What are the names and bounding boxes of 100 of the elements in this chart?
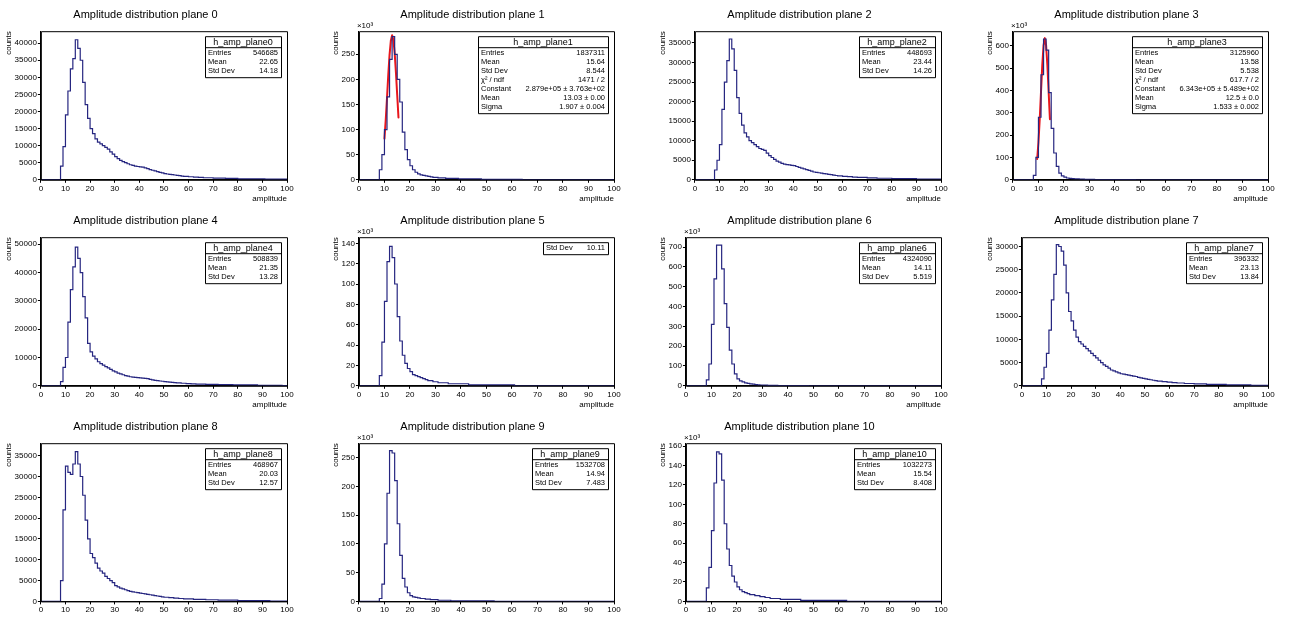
x-tick-label: 40 — [134, 605, 145, 615]
y-tick-label: 35000 — [14, 55, 38, 65]
x-tick-label: 50 — [813, 183, 823, 193]
y-tick-label: 0 — [350, 175, 356, 184]
x-tick-label: 50 — [482, 389, 492, 399]
x-tick-label: 30 — [110, 183, 120, 193]
y-axis-title: counts — [4, 237, 13, 261]
y-tick-label: 300 — [995, 107, 1010, 117]
x-tick-label: 30 — [431, 183, 441, 193]
y-tick-label: 40000 — [14, 38, 38, 48]
chart-title: Amplitude distribution plane 3 — [1054, 7, 1199, 20]
y-tick-label: 100 — [995, 152, 1010, 162]
y-axis-title: counts — [4, 443, 13, 467]
x-tick-label: 70 — [533, 389, 543, 399]
x-tick-label: 60 — [1161, 183, 1171, 193]
x-tick-label: 60 — [184, 183, 194, 193]
x-tick-label: 20 — [85, 605, 96, 615]
x-tick-label: 10 — [61, 389, 71, 399]
y-tick-label: 10000 — [14, 352, 38, 362]
x-tick-label: 100 — [607, 389, 622, 399]
x-tick-label: 30 — [758, 605, 768, 615]
y-tick-label: 35000 — [668, 38, 692, 48]
y-axis-title: counts — [658, 31, 667, 55]
y-tick-label: 60 — [346, 319, 356, 329]
x-tick-label: 10 — [61, 605, 71, 615]
x-tick-label: 80 — [1212, 183, 1222, 193]
x-tick-label: 30 — [764, 183, 774, 193]
x-tick-label: 40 — [783, 605, 793, 615]
x-tick-label: 90 — [584, 389, 594, 399]
x-tick-label: 100 — [280, 605, 295, 615]
x-tick-label: 10 — [380, 605, 390, 615]
x-tick-label: 50 — [809, 605, 819, 615]
y-tick-label: 200 — [341, 74, 356, 84]
x-axis-title: amplitude — [579, 400, 615, 410]
y-axis-title: counts — [331, 31, 340, 55]
x-tick-label: 80 — [558, 605, 568, 615]
chart-title: Amplitude distribution plane 6 — [727, 213, 872, 226]
text: ×10³ — [1010, 21, 1028, 31]
x-tick-label: 40 — [134, 389, 145, 399]
chart-title: Amplitude distribution plane 4 — [73, 213, 218, 226]
y-axis-title: counts — [985, 31, 994, 55]
annotation: h_amp_plane10 — [862, 448, 927, 459]
x-axis-title: amplitude — [252, 194, 288, 204]
x-tick-label: 80 — [885, 389, 895, 399]
x-tick-label: 90 — [1238, 389, 1249, 399]
x-tick-label: 40 — [783, 389, 793, 399]
x-tick-label: 60 — [838, 183, 848, 193]
x-tick-label: 20 — [405, 605, 415, 615]
y-tick-label: 150 — [341, 99, 356, 109]
chart-title: Amplitude distribution plane 0 — [73, 7, 218, 20]
x-tick-label: 90 — [257, 605, 268, 615]
x-tick-label: 40 — [456, 183, 466, 193]
text: ×10³ — [356, 21, 374, 31]
y-axis-title: counts — [658, 237, 667, 261]
y-tick-label: 40 — [673, 557, 683, 567]
chart-title: Amplitude distribution plane 5 — [400, 213, 545, 226]
x-tick-label: 20 — [85, 183, 96, 193]
y-tick-label: 30000 — [668, 57, 692, 67]
x-tick-label: 60 — [1165, 389, 1175, 399]
x-tick-label: 70 — [208, 605, 219, 615]
y-tick-label: 35000 — [14, 450, 38, 460]
y-axis-title: counts — [331, 237, 340, 261]
y-axis-title: counts — [331, 443, 340, 467]
y-tick-label: 0 — [1004, 175, 1010, 184]
y-tick-label: 250 — [341, 452, 356, 462]
x-tick-label: 60 — [184, 605, 194, 615]
annotation: h_amp_plane3 — [1167, 36, 1227, 47]
y-tick-label: 0 — [677, 596, 683, 606]
annotation: h_amp_plane2 — [867, 36, 927, 47]
y-tick-label: 25000 — [668, 77, 692, 87]
x-axis-title: amplitude — [1233, 194, 1269, 204]
y-tick-label: 40000 — [14, 267, 38, 277]
x-tick-label: 70 — [860, 389, 870, 399]
x-tick-label: 10 — [61, 183, 71, 193]
x-tick-label: 90 — [584, 605, 594, 615]
y-tick-label: 25000 — [14, 89, 38, 99]
y-tick-label: 500 — [668, 281, 683, 291]
y-tick-label: 80 — [346, 299, 356, 309]
x-tick-label: 70 — [208, 389, 219, 399]
x-tick-label: 100 — [607, 183, 622, 193]
x-axis-title: amplitude — [1233, 400, 1269, 410]
x-tick-label: 50 — [809, 389, 819, 399]
x-tick-label: 70 — [208, 183, 219, 193]
annotation: h_amp_plane8 — [213, 448, 273, 459]
x-tick-label: 40 — [456, 389, 466, 399]
y-tick-label: 0 — [350, 381, 356, 390]
x-tick-label: 30 — [110, 605, 120, 615]
x-tick-label: 60 — [184, 389, 194, 399]
x-tick-label: 10 — [1034, 183, 1044, 193]
text: ×10³ — [356, 227, 374, 237]
y-tick-label: 50 — [346, 149, 356, 159]
y-tick-label: 15000 — [995, 311, 1019, 321]
y-tick-label: 700 — [668, 242, 683, 252]
chart-title: Amplitude distribution plane 7 — [1054, 213, 1199, 226]
annotation: h_amp_plane1 — [513, 36, 573, 47]
y-tick-label: 200 — [995, 130, 1010, 140]
y-tick-label: 120 — [668, 480, 683, 490]
x-axis-title: amplitude — [906, 194, 942, 204]
chart-title: Amplitude distribution plane 1 — [400, 7, 545, 20]
annotation: h_amp_plane6 — [867, 242, 927, 253]
